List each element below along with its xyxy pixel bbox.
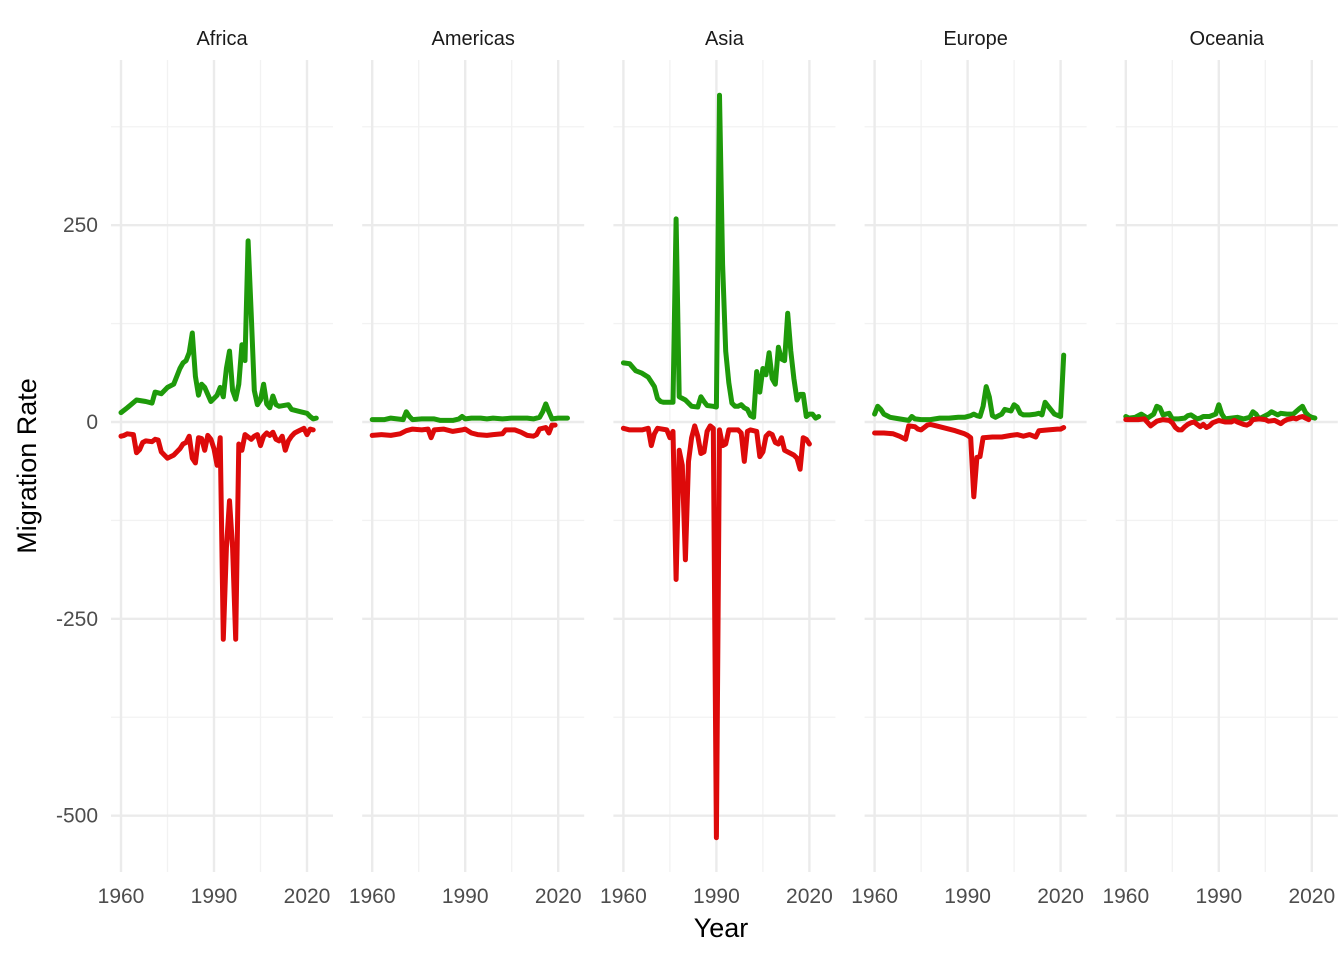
facet-panel-oceania: Oceania 1960 1990 2020 — [1102, 28, 1338, 908]
facet-strip-label-europe: Europe — [943, 28, 1008, 50]
x-tick-label: 2020 — [535, 885, 582, 908]
series-line-asia-positive — [620, 92, 822, 421]
y-axis-ticks: 250 0 -250 -500 — [56, 214, 98, 828]
y-tick-label: 0 — [86, 411, 98, 434]
facet-panel-africa: Africa 1960 1990 2020 — [98, 28, 333, 908]
x-tick-label: 1960 — [851, 885, 898, 908]
series-line-oceania-negative — [1123, 414, 1312, 433]
x-tick-label: 2020 — [786, 885, 833, 908]
x-tick-label: 1960 — [600, 885, 647, 908]
series-line-europe-positive — [872, 352, 1067, 423]
facet-panel-europe: Europe 1960 1990 2020 — [851, 28, 1087, 908]
x-tick-label: 2020 — [1288, 885, 1335, 908]
series-line-africa-positive — [118, 238, 319, 422]
x-tick-label: 1960 — [349, 885, 396, 908]
facet-panel-americas: Americas 1960 1990 2020 — [349, 28, 585, 908]
series-line-americas-positive — [369, 401, 570, 423]
x-tick-label: 1990 — [1195, 885, 1242, 908]
x-tick-label: 2020 — [284, 885, 331, 908]
x-tick-label: 1990 — [191, 885, 238, 908]
x-tick-label: 1990 — [693, 885, 740, 908]
y-tick-label: -250 — [56, 608, 98, 631]
series-line-americas-negative — [369, 422, 558, 441]
y-tick-label: -500 — [56, 805, 98, 828]
facet-strip-label-oceania: Oceania — [1190, 28, 1265, 50]
y-tick-label: 250 — [63, 214, 98, 237]
series-line-africa-negative — [118, 425, 316, 642]
x-tick-label: 1960 — [98, 885, 145, 908]
x-tick-label: 1960 — [1102, 885, 1149, 908]
x-tick-label: 2020 — [1037, 885, 1084, 908]
facet-strip-label-americas: Americas — [432, 28, 515, 50]
series-line-oceania-positive — [1123, 402, 1318, 422]
facet-strip-label-asia: Asia — [705, 28, 745, 50]
facet-strip-label-africa: Africa — [196, 28, 248, 50]
y-axis-title: Migration Rate — [12, 378, 42, 554]
series-line-asia-negative — [620, 423, 812, 841]
x-tick-label: 1990 — [944, 885, 991, 908]
facet-panel-asia: Asia 1960 1990 2020 — [600, 28, 836, 908]
series-line-europe-negative — [872, 421, 1067, 500]
x-tick-label: 1990 — [442, 885, 489, 908]
x-axis-title: Year — [694, 913, 749, 943]
